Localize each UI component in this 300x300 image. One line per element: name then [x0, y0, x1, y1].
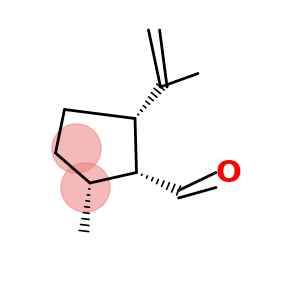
Circle shape — [52, 124, 101, 173]
Circle shape — [61, 163, 110, 212]
Text: O: O — [215, 160, 241, 188]
